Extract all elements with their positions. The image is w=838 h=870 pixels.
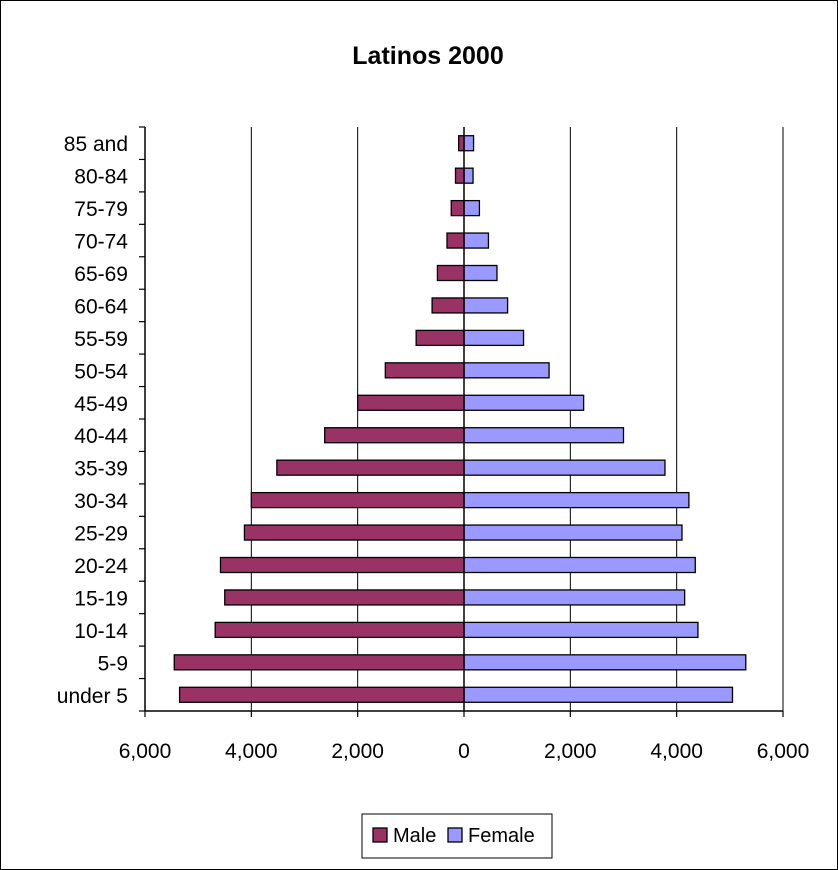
legend: Male Female (361, 813, 553, 859)
x-tick-labels: 6,000 4,000 2,000 0 2,000 4,000 6,000 (119, 740, 810, 763)
bar-female (463, 329, 525, 347)
bar-male (450, 199, 465, 217)
y-tick-label: 40-44 (74, 425, 128, 448)
x-tick-label: 2,000 (544, 740, 597, 763)
bar-male (415, 329, 465, 347)
y-tick-label: 60-64 (74, 295, 128, 318)
y-tick-label: 15-19 (74, 587, 128, 610)
y-tick-label: 50-54 (74, 360, 128, 383)
bar-female (463, 264, 498, 282)
bar-male (243, 524, 465, 541)
bar-female (463, 394, 585, 411)
bar-female (463, 232, 490, 249)
legend-swatch-male (372, 827, 388, 843)
y-tick-label: 5-9 (98, 652, 128, 675)
x-tick-label: 2,000 (331, 740, 384, 763)
bar-male (224, 589, 465, 606)
bar-male (178, 686, 465, 703)
bar-female (463, 524, 683, 541)
y-tick-label: 85 and (64, 133, 128, 156)
y-tick-label: 20-24 (74, 555, 128, 578)
y-tick-label: 30-34 (74, 490, 128, 513)
bar-male (436, 264, 465, 282)
bar-female (463, 556, 696, 574)
bar-male (454, 167, 465, 184)
gridlines (250, 127, 784, 711)
bar-female (463, 459, 666, 476)
bar-male (431, 297, 465, 314)
bar-male (173, 654, 465, 671)
bar-female (463, 199, 481, 217)
x-tick-label: 4,000 (225, 740, 278, 763)
y-tick-label: 35-39 (74, 458, 128, 481)
bar-male (384, 362, 465, 379)
y-tick-label: 45-49 (74, 393, 128, 416)
bar-male (214, 621, 465, 639)
y-tick-label: 75-79 (74, 198, 128, 221)
bars (173, 135, 747, 703)
bar-male (446, 232, 465, 249)
bar-female (463, 491, 690, 509)
bar-male (219, 556, 465, 574)
bar-female (463, 135, 475, 152)
bar-female (463, 686, 734, 703)
bar-male (357, 394, 465, 411)
bar-male (324, 427, 465, 444)
bar-female (463, 589, 686, 606)
bar-female (463, 427, 625, 444)
y-tick-label: 55-59 (74, 328, 128, 351)
bar-male (458, 135, 465, 152)
bar-male (250, 491, 465, 509)
legend-label-female: Female (468, 825, 535, 847)
legend-swatch-female (447, 827, 463, 843)
x-tick-label: 4,000 (650, 740, 703, 763)
bar-female (463, 297, 509, 314)
x-tick-label: 6,000 (757, 740, 810, 763)
bar-male (276, 459, 465, 476)
y-tick-label: 25-29 (74, 523, 128, 546)
y-tick-label: 65-69 (74, 263, 128, 286)
bar-female (463, 167, 474, 184)
legend-label-male: Male (393, 825, 436, 847)
bar-female (463, 654, 747, 671)
chart-title: Latinos 2000 (352, 42, 503, 70)
y-tick-labels: under 5 5-9 10-14 15-19 20-24 25-29 30-34 35-39… (57, 133, 129, 708)
axes (139, 126, 784, 717)
y-tick-label: 10-14 (74, 620, 128, 643)
y-tick-label: 80-84 (74, 166, 128, 189)
y-tick-label: under 5 (57, 685, 128, 708)
x-tick-label: 6,000 (119, 740, 172, 763)
y-tick-label: 70-74 (74, 231, 128, 254)
x-tick-label: 0 (458, 740, 470, 763)
bar-female (463, 362, 550, 379)
bar-female (463, 621, 699, 639)
